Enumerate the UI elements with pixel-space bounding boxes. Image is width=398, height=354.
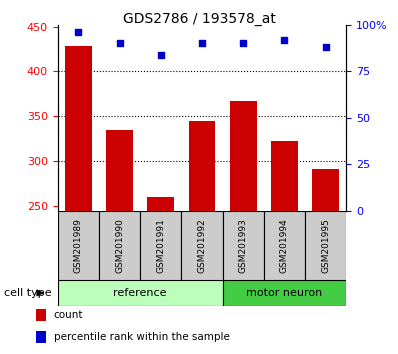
Text: reference: reference: [113, 288, 167, 298]
Bar: [147, 197, 174, 211]
Point: [281, 37, 288, 42]
Point: [240, 41, 246, 46]
Bar: [99, 211, 140, 280]
Text: percentile rank within the sample: percentile rank within the sample: [54, 332, 230, 342]
Bar: [271, 142, 298, 211]
Point: [322, 44, 329, 50]
Bar: [106, 130, 133, 211]
Bar: [222, 211, 264, 280]
Text: GSM201993: GSM201993: [239, 218, 248, 273]
Text: GSM201995: GSM201995: [321, 218, 330, 273]
Point: [199, 41, 205, 46]
Text: GSM201992: GSM201992: [197, 218, 207, 273]
Bar: [36, 331, 46, 343]
Bar: [305, 211, 346, 280]
Bar: [264, 211, 305, 280]
Text: GDS2786 / 193578_at: GDS2786 / 193578_at: [123, 12, 275, 27]
Bar: [58, 211, 99, 280]
Bar: [222, 280, 346, 306]
Bar: [312, 169, 339, 211]
Bar: [189, 121, 215, 211]
Text: cell type: cell type: [4, 288, 52, 298]
Bar: [230, 101, 257, 211]
Point: [75, 29, 82, 35]
Bar: [36, 309, 46, 321]
Text: GSM201989: GSM201989: [74, 218, 83, 273]
Text: GSM201994: GSM201994: [280, 218, 289, 273]
Bar: [65, 46, 92, 211]
Text: GSM201990: GSM201990: [115, 218, 124, 273]
Point: [158, 52, 164, 57]
Text: count: count: [54, 310, 83, 320]
Text: GSM201991: GSM201991: [156, 218, 165, 273]
Bar: [181, 211, 222, 280]
Bar: [58, 280, 222, 306]
Bar: [140, 211, 181, 280]
Text: motor neuron: motor neuron: [246, 288, 322, 298]
Point: [116, 41, 123, 46]
